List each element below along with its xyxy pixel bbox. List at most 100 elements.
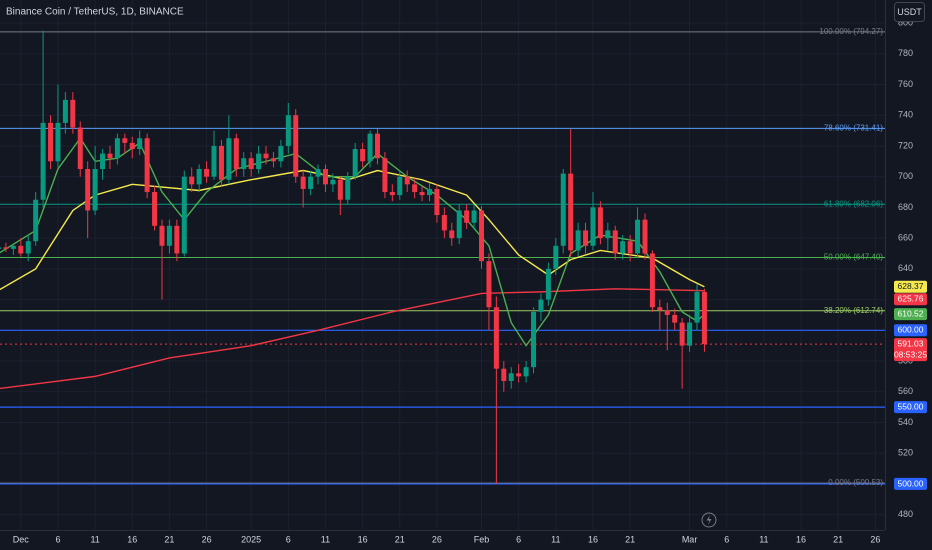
candle-body xyxy=(85,168,91,211)
currency-label[interactable]: USDT xyxy=(897,7,922,17)
candle-body xyxy=(560,173,566,246)
y-tick-label: 680 xyxy=(898,202,913,212)
candle-body xyxy=(308,176,314,189)
fib-level-label: 61.80% (682.06) xyxy=(824,199,883,208)
x-tick-label: 6 xyxy=(724,534,729,544)
replay-bolt[interactable] xyxy=(706,515,712,525)
candle-body xyxy=(389,192,395,196)
candle-body xyxy=(3,247,9,249)
candle-body xyxy=(657,307,663,311)
x-tick-label: 26 xyxy=(870,534,880,544)
x-tick-label: Dec xyxy=(13,534,30,544)
fib-level-label: 78.60% (731.41) xyxy=(824,124,883,133)
y-tick-label: 800 xyxy=(898,17,913,27)
candle-body xyxy=(62,99,68,123)
candle-body xyxy=(77,127,83,169)
y-tick-label: 660 xyxy=(898,232,913,242)
x-tick-label: 6 xyxy=(55,534,60,544)
candle-body xyxy=(471,210,477,223)
moving-average-line xyxy=(0,288,705,390)
x-tick-label: 26 xyxy=(202,534,212,544)
levels xyxy=(0,31,885,485)
candle-body xyxy=(501,368,507,381)
candle-body xyxy=(597,207,603,239)
candle-body xyxy=(218,145,224,180)
candles xyxy=(0,30,707,484)
candle-body xyxy=(687,322,693,346)
candle-body xyxy=(694,291,700,323)
candle-body xyxy=(367,133,373,162)
indicator-price-label-box xyxy=(894,308,927,321)
candle-body xyxy=(159,225,165,246)
candle-body xyxy=(285,115,291,146)
candle-body xyxy=(345,176,351,200)
candle-body xyxy=(40,122,46,200)
candle-body xyxy=(575,230,581,251)
x-tick-label: Mar xyxy=(682,534,698,544)
x-tick-label: 21 xyxy=(625,534,635,544)
candle-body xyxy=(434,188,440,216)
candle-body xyxy=(642,219,648,254)
candle-body xyxy=(545,268,551,300)
candle-body xyxy=(382,158,388,193)
chart-title: Binance Coin / TetherUS, 1D, BINANCE xyxy=(6,7,184,18)
candle-body xyxy=(196,168,202,185)
replay-icon[interactable] xyxy=(701,512,717,528)
indicator-price-label-box xyxy=(894,293,927,306)
candle-body xyxy=(464,210,470,223)
candle-body xyxy=(226,138,232,180)
candle-body xyxy=(516,373,522,377)
candle-body xyxy=(278,145,284,162)
candle-body xyxy=(486,261,492,308)
labels: 100.00% (794.27) 78.60% (731.41) 61.80% (6… xyxy=(819,27,883,487)
candle-body xyxy=(204,168,210,177)
y-tick-label: 480 xyxy=(898,509,913,519)
candle-body xyxy=(25,241,31,254)
level-price-label: 550.00 xyxy=(898,402,924,412)
candle-body xyxy=(553,245,559,269)
candle-body xyxy=(583,230,589,246)
last-price-label: 08:53:25 xyxy=(894,350,927,360)
x-tick-label: 11 xyxy=(551,534,560,544)
candle-body xyxy=(263,153,269,159)
y-tick-label: 700 xyxy=(898,171,913,181)
candle-body xyxy=(426,188,432,196)
candle-body xyxy=(635,219,641,254)
x-tick-label: 2025 xyxy=(241,534,261,544)
x-tick-label: Feb xyxy=(474,534,490,544)
fib-level-label: 50.00% (647.40) xyxy=(824,253,883,262)
candle-body xyxy=(256,153,262,169)
candle-body xyxy=(456,210,462,239)
candle-body xyxy=(412,184,418,193)
y-tick-label: 760 xyxy=(898,79,913,89)
candle-body xyxy=(649,253,655,308)
candle-body xyxy=(322,168,328,185)
candle-body xyxy=(605,230,611,239)
candle-body xyxy=(174,225,180,254)
candle-body xyxy=(531,311,537,368)
y-tick-label: 720 xyxy=(898,140,913,150)
last-price-label-box xyxy=(894,338,927,362)
candle-body xyxy=(508,373,514,381)
candle-body xyxy=(189,176,195,185)
replay-circle[interactable] xyxy=(701,512,717,528)
candle-body xyxy=(181,176,187,254)
candle-body xyxy=(92,168,98,211)
candle-body xyxy=(48,122,54,162)
candle-body xyxy=(129,142,135,150)
candle-body xyxy=(679,322,685,346)
x-tick-label: 16 xyxy=(127,534,137,544)
candle-body xyxy=(620,241,626,254)
candle-body xyxy=(664,310,670,315)
candle-body xyxy=(0,247,2,249)
x-tick-label: 21 xyxy=(164,534,174,544)
currency-button[interactable] xyxy=(894,2,925,22)
x-tick-label: 16 xyxy=(796,534,806,544)
candle-body xyxy=(612,230,618,254)
candle-body xyxy=(107,153,113,159)
level-price-label-box xyxy=(894,324,927,337)
candle-body xyxy=(137,138,143,150)
candle-body xyxy=(404,176,410,185)
candle-body xyxy=(211,145,217,177)
